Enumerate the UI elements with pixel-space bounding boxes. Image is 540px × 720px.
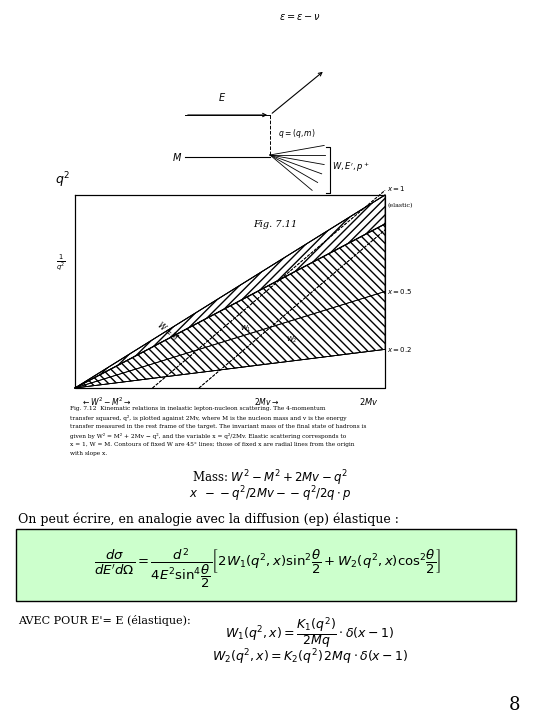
Text: transfer squared, q², is plotted against 2Mv, where M is the nucleon mass and v : transfer squared, q², is plotted against… [70,415,347,421]
Text: $x\;\;--q^2/2Mv--q^2/2q\cdot p$: $x\;\;--q^2/2Mv--q^2/2q\cdot p$ [189,484,351,503]
Text: $q^2$: $q^2$ [55,171,70,190]
Text: $\dfrac{d\sigma}{dE^{\prime}d\Omega} = \dfrac{d^2}{4E^2\sin^4\!\dfrac{\theta}{2}: $\dfrac{d\sigma}{dE^{\prime}d\Omega} = \… [94,546,442,590]
Polygon shape [75,224,385,388]
Text: $W=M$: $W=M$ [155,318,181,343]
Text: $x=0.5$: $x=0.5$ [387,287,413,296]
Text: $x=0.2$: $x=0.2$ [387,345,412,354]
Text: x = 1, W = M. Contours of fixed W are 45° lines; those of fixed x are radial lin: x = 1, W = M. Contours of fixed W are 45… [70,442,354,447]
Text: $E$: $E$ [218,91,226,103]
Text: given by W² = M² + 2Mv − q², and the variable x = q²/2Mv. Elastic scattering cor: given by W² = M² + 2Mv − q², and the var… [70,433,346,439]
Text: with slope x.: with slope x. [70,451,107,456]
Text: $W_2$: $W_2$ [286,335,298,346]
Text: $2Mv$: $2Mv$ [359,396,379,407]
Text: transfer measured in the rest frame of the target. The invariant mass of the fin: transfer measured in the rest frame of t… [70,424,366,429]
Polygon shape [75,195,385,388]
Text: $W_1(q^2,x)=\dfrac{K_1(q^2)}{2Mq}\cdot\delta(x-1)$: $W_1(q^2,x)=\dfrac{K_1(q^2)}{2Mq}\cdot\d… [225,615,395,650]
Polygon shape [75,195,385,388]
Text: $\frac{1}{q^2}$: $\frac{1}{q^2}$ [56,253,66,273]
Text: 8: 8 [509,696,521,714]
Text: $\leftarrow W^2-M^2\rightarrow$: $\leftarrow W^2-M^2\rightarrow$ [80,396,132,408]
Text: $W,E^{\prime},p^+$: $W,E^{\prime},p^+$ [332,160,370,174]
Text: $M$: $M$ [172,151,182,163]
Text: $W_1$: $W_1$ [240,323,251,334]
Text: (elastic): (elastic) [387,203,413,208]
Text: $q=(q,m)$: $q=(q,m)$ [278,127,316,140]
Text: Mass: $W^2-M^2+2Mv-q^2$: Mass: $W^2-M^2+2Mv-q^2$ [192,468,348,487]
FancyBboxPatch shape [16,529,516,601]
Text: AVEC POUR E'= E (élastique):: AVEC POUR E'= E (élastique): [18,615,191,626]
Text: $W_2(q^2,x)=K_2(q^2)\,2Mq\cdot\delta(x-1)$: $W_2(q^2,x)=K_2(q^2)\,2Mq\cdot\delta(x-1… [212,647,408,667]
Text: Fig. 7.12  Kinematic relations in inelastic lepton-nucleon scattering. The 4-mom: Fig. 7.12 Kinematic relations in inelast… [70,406,326,411]
Text: $x=1$: $x=1$ [387,184,406,193]
Text: $\varepsilon = \varepsilon - \nu$: $\varepsilon = \varepsilon - \nu$ [279,12,321,22]
Text: $2Mv\rightarrow$: $2Mv\rightarrow$ [254,396,280,407]
Text: On peut écrire, en analogie avec la diffusion (ep) élastique :: On peut écrire, en analogie avec la diff… [18,513,399,526]
Text: Fig. 7.11: Fig. 7.11 [253,220,297,229]
